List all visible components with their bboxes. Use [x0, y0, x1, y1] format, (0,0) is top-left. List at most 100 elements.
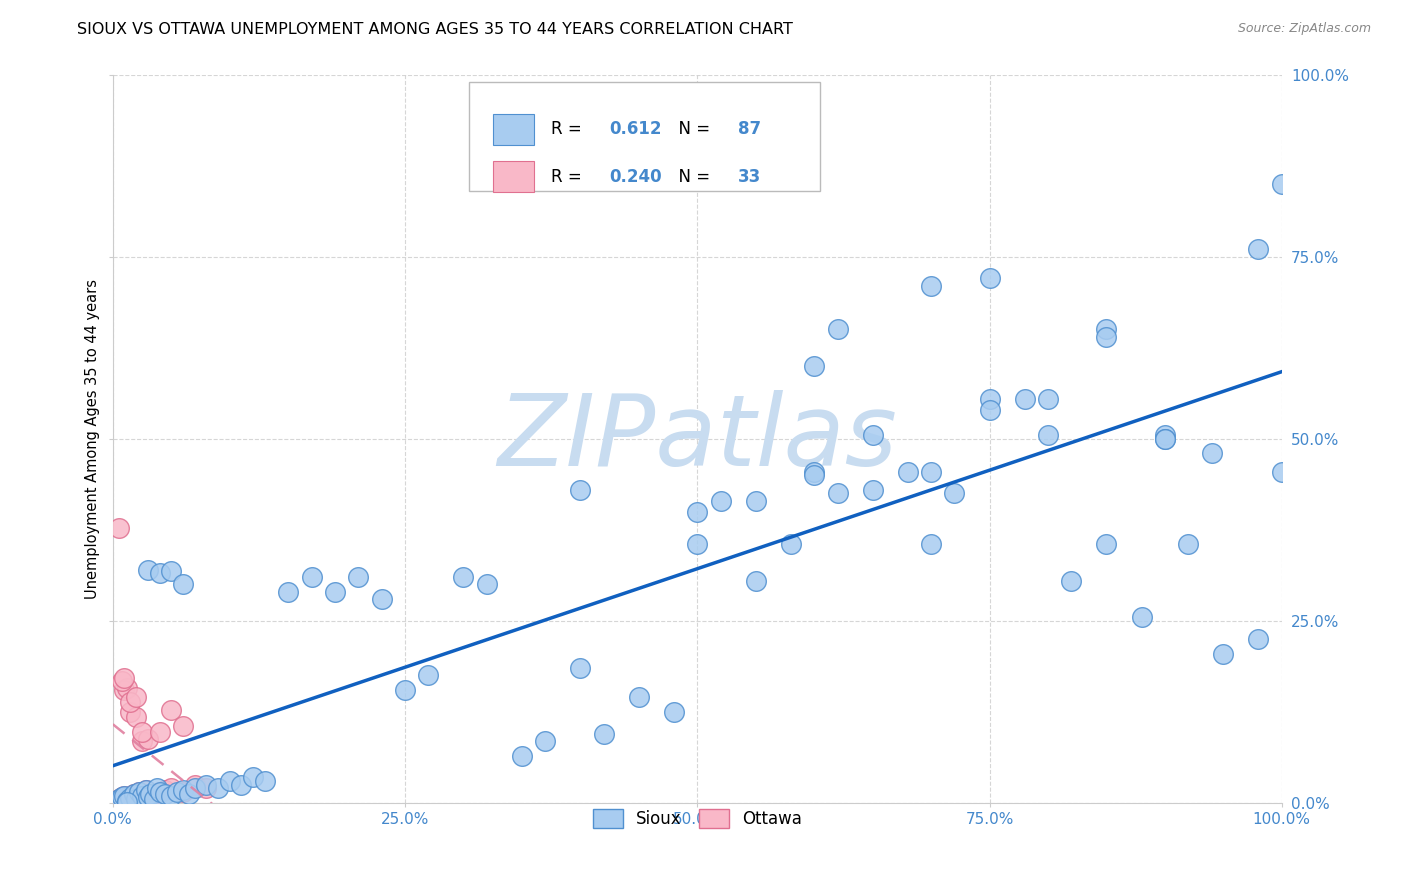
Point [827, 486, 849, 500]
Point [745, 493, 768, 508]
Point [120, 790, 142, 805]
Point [136, 790, 159, 805]
Point [1247, 243, 1270, 257]
Point [122, 787, 145, 801]
Point [142, 792, 165, 806]
Text: 0.612: 0.612 [610, 120, 662, 138]
Point [125, 792, 148, 806]
Point [155, 782, 177, 797]
Point [131, 724, 153, 739]
Point [862, 483, 884, 497]
Text: R =: R = [551, 120, 588, 138]
Point [183, 781, 205, 796]
Point [107, 520, 129, 534]
Point [172, 785, 194, 799]
Point [111, 790, 134, 805]
Point [242, 771, 264, 785]
Point [1014, 392, 1036, 406]
Text: 0.240: 0.240 [610, 168, 662, 186]
Point [120, 705, 142, 719]
Point [347, 570, 370, 584]
Point [135, 782, 157, 797]
Point [1247, 632, 1270, 646]
Text: Source: ZipAtlas.com: Source: ZipAtlas.com [1237, 22, 1371, 36]
Point [1154, 432, 1177, 446]
Point [1095, 330, 1118, 344]
Point [111, 673, 134, 688]
Point [897, 465, 920, 479]
Point [323, 584, 346, 599]
Point [1212, 647, 1234, 661]
FancyBboxPatch shape [492, 114, 534, 145]
Point [803, 468, 825, 483]
Point [131, 789, 153, 803]
Point [114, 671, 136, 685]
Point [803, 359, 825, 373]
Point [148, 785, 170, 799]
Point [160, 564, 183, 578]
Point [131, 734, 153, 748]
Point [301, 570, 323, 584]
Point [139, 787, 162, 801]
Point [136, 731, 159, 746]
Text: 33: 33 [738, 168, 762, 186]
Point [862, 428, 884, 442]
Point [745, 574, 768, 588]
Point [920, 537, 942, 551]
Point [1095, 537, 1118, 551]
Point [1271, 465, 1294, 479]
Text: 87: 87 [738, 120, 761, 138]
Point [115, 681, 138, 695]
Point [1095, 322, 1118, 336]
Point [120, 695, 142, 709]
Point [569, 661, 592, 675]
Point [1154, 432, 1177, 446]
Point [115, 794, 138, 808]
Point [125, 710, 148, 724]
Point [1036, 392, 1059, 406]
Point [166, 785, 188, 799]
Point [148, 566, 170, 581]
Point [125, 690, 148, 705]
Point [569, 483, 592, 497]
Legend: Sioux, Ottawa: Sioux, Ottawa [586, 802, 808, 835]
Point [1271, 177, 1294, 191]
Point [155, 787, 177, 801]
Point [979, 271, 1001, 285]
Point [172, 577, 194, 591]
Point [1036, 428, 1059, 442]
Point [453, 570, 475, 584]
Point [920, 465, 942, 479]
Point [183, 778, 205, 792]
Point [710, 493, 733, 508]
Point [979, 392, 1001, 406]
Point [125, 792, 148, 806]
Point [131, 789, 153, 803]
Point [920, 278, 942, 293]
Point [662, 705, 685, 719]
Text: N =: N = [668, 120, 716, 138]
Point [231, 778, 253, 792]
Point [146, 781, 169, 796]
Y-axis label: Unemployment Among Ages 35 to 44 years: Unemployment Among Ages 35 to 44 years [86, 278, 100, 599]
Point [686, 505, 709, 519]
FancyBboxPatch shape [470, 82, 820, 191]
Point [827, 322, 849, 336]
Point [979, 402, 1001, 417]
Point [803, 465, 825, 479]
Point [142, 787, 165, 801]
Point [686, 537, 709, 551]
Point [172, 782, 194, 797]
Point [370, 592, 392, 607]
Point [172, 719, 194, 733]
Text: ZIPatlas: ZIPatlas [498, 390, 897, 487]
Point [114, 789, 136, 803]
Point [510, 748, 533, 763]
Point [114, 789, 136, 803]
Point [534, 734, 557, 748]
Point [135, 782, 157, 797]
Point [475, 577, 498, 591]
Point [111, 790, 134, 805]
Point [114, 683, 136, 698]
Point [277, 584, 299, 599]
